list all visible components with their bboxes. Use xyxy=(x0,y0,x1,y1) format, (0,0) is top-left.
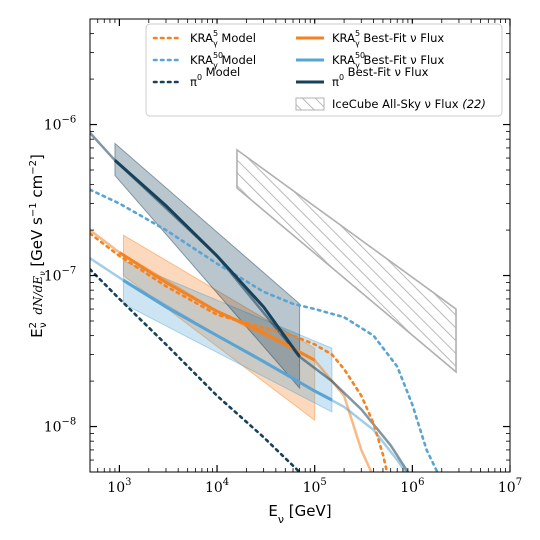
legend-box xyxy=(145,23,503,117)
best-fit-flux-line xyxy=(113,159,301,358)
legend-label: KRA50 γ Model xyxy=(190,51,256,70)
kra5-best-fit-flux-line xyxy=(118,251,316,362)
legend-entry-kra-model: KRA5 γ Model xyxy=(152,29,256,48)
legend-entry-kra-best-fit-flux: KRA50 γ Best-Fit ν Flux xyxy=(296,51,444,70)
kra5-model-line xyxy=(90,232,389,472)
legend-label: KRA50 γ Best-Fit ν Flux xyxy=(332,51,444,70)
x-axis-title: Eν [GeV] xyxy=(268,502,331,526)
x-tick-label: 104 xyxy=(205,477,229,496)
model-line xyxy=(90,268,301,472)
x-tick-label: 107 xyxy=(498,477,522,496)
y-tick-label: 10−8 xyxy=(44,417,77,436)
svg-text:E2ν dN/dEν [GeV s−1 cm−2]: E2ν dN/dEν [GeV s−1 cm−2] xyxy=(28,154,49,338)
x-tick-label: 105 xyxy=(303,477,327,496)
legend-entry-kra-best-fit-flux: KRA5 γ Best-Fit ν Flux xyxy=(296,29,444,48)
series-lines xyxy=(90,132,439,472)
plot-frame xyxy=(89,18,511,473)
x-tick-label: 103 xyxy=(107,477,131,496)
kra50-model-line xyxy=(90,188,439,472)
icecube-all-sky-flux-22-band xyxy=(236,148,457,374)
legend-entry-icecube-all-sky-flux-22: IceCube All-Sky ν Flux (22) xyxy=(295,97,486,111)
y-tick-label: 10−7 xyxy=(44,266,77,285)
legend-label: KRA5 γ Model xyxy=(190,29,256,48)
y-axis-title: E2ν dN/dEν [GeV s−1 cm−2] xyxy=(28,154,49,338)
legend-entry-kra-model: KRA50 γ Model xyxy=(152,51,256,70)
kra50-best-fit-flux-line xyxy=(122,279,333,402)
kra50-best-fit-flux-band xyxy=(122,260,333,413)
legend-label: IceCube All-Sky ν Flux (22) xyxy=(332,97,486,111)
kra5-best-fit-flux-band xyxy=(122,234,316,422)
legend-label: KRA5 γ Best-Fit ν Flux xyxy=(332,29,444,48)
y-tick-label: 10−6 xyxy=(44,115,77,134)
x-tick-label: 106 xyxy=(400,477,424,496)
legend-swatch xyxy=(295,97,325,111)
